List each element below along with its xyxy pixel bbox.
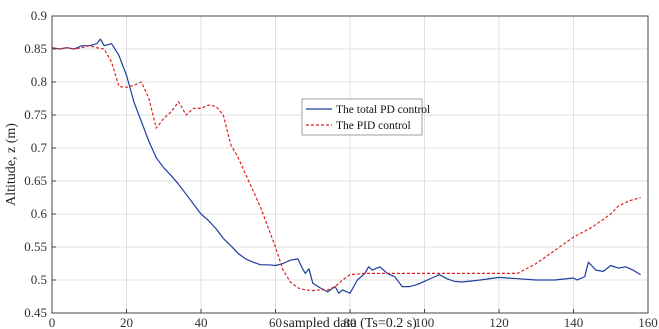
tick-labels: 0 20 40 60 80 100 120 140 160 0.45 0.5 0.55 0.6 0.65 0… <box>24 8 658 329</box>
x-tick-label: 80 <box>344 315 357 329</box>
legend: The total PD control The PID control <box>301 98 430 136</box>
y-tick-label: 0.45 <box>24 305 47 320</box>
y-tick-label: 0.5 <box>31 272 47 287</box>
y-tick-label: 0.85 <box>24 41 47 56</box>
x-axis-label: sampled data (Ts=0.2 s) <box>283 316 417 329</box>
x-tick-label: 40 <box>195 315 208 329</box>
series-line-pd <box>51 38 641 294</box>
x-tick-label: 0 <box>49 315 56 329</box>
y-tick-label: 0.65 <box>24 173 47 188</box>
x-tick-label: 120 <box>489 315 509 329</box>
legend-box <box>301 98 423 136</box>
series-line-pid <box>51 45 641 292</box>
y-axis-label: Altitude, z (m) <box>4 123 19 206</box>
x-tick-label: 140 <box>564 315 584 329</box>
y-tick-label: 0.9 <box>31 8 47 23</box>
x-tick-label: 100 <box>415 315 435 329</box>
series-layer <box>51 38 641 294</box>
y-tick-label: 0.55 <box>24 239 47 254</box>
y-tick-label: 0.6 <box>31 206 48 221</box>
y-tick-label: 0.75 <box>24 107 47 122</box>
legend-label-pid: The PID control <box>336 120 411 132</box>
x-tick-label: 20 <box>120 315 133 329</box>
x-tick-label: 60 <box>269 315 282 329</box>
grid <box>51 15 649 314</box>
x-tick-label: 160 <box>638 315 658 329</box>
y-tick-label: 0.8 <box>31 74 47 89</box>
legend-label-pd: The total PD control <box>336 104 430 116</box>
y-tick-label: 0.7 <box>31 140 48 155</box>
